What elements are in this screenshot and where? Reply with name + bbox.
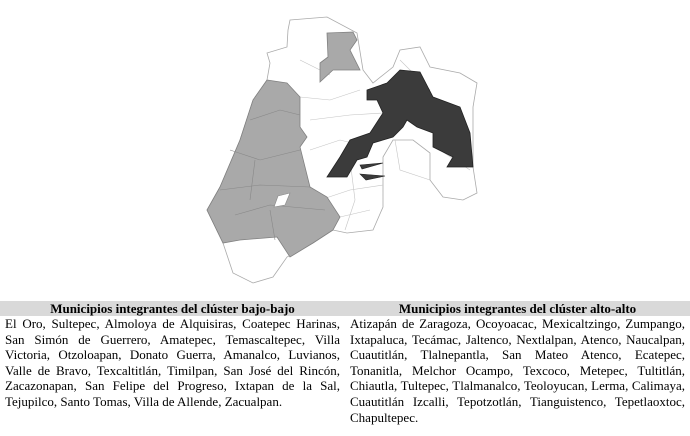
high-high-municipalities: Atizapán de Zaragoza, Ocoyoacac, Mexical…: [350, 316, 685, 425]
cluster-table: Municipios integrantes del clúster bajo-…: [0, 301, 690, 425]
low-low-cluster-north: [319, 31, 361, 83]
cluster-map: [206, 16, 478, 284]
low-low-municipalities: El Oro, Sultepec, Almoloya de Alquisiras…: [5, 316, 340, 409]
high-high-cluster: [326, 69, 474, 178]
low-low-internal-borders: [219, 109, 326, 241]
low-low-cluster-west: [206, 79, 341, 258]
high-high-header: Municipios integrantes del clúster alto-…: [345, 301, 690, 316]
high-high-column: Municipios integrantes del clúster alto-…: [345, 301, 690, 425]
high-high-cluster-sliver: [359, 162, 384, 170]
low-low-gap: [273, 192, 291, 208]
high-high-cluster-sliver: [359, 173, 386, 181]
low-low-column: Municipios integrantes del clúster bajo-…: [0, 301, 345, 425]
low-low-header: Municipios integrantes del clúster bajo-…: [0, 301, 345, 316]
